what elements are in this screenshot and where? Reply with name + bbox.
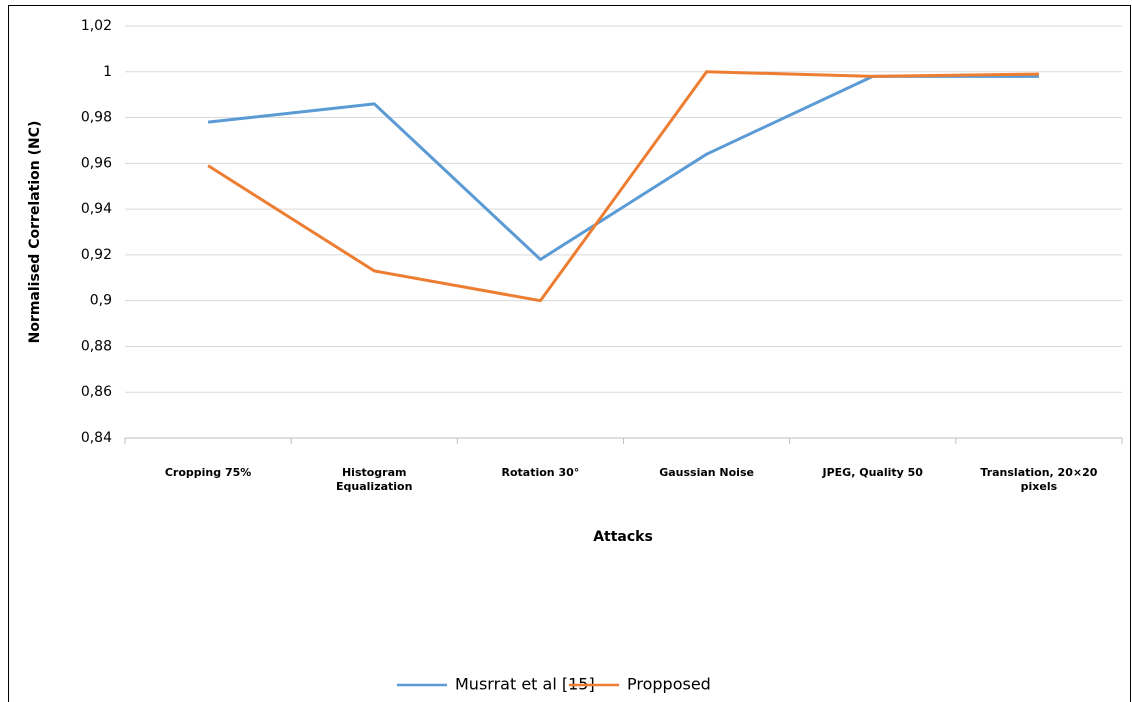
y-tick-label: 0,94 xyxy=(81,201,112,217)
y-tick-label: 0,98 xyxy=(81,110,112,126)
y-tick-label: 1,02 xyxy=(81,18,112,34)
chart-frame xyxy=(8,5,1131,702)
x-tick-label-box: Rotation 30° xyxy=(501,466,580,479)
x-tick-label-box: Histogram Equalization xyxy=(336,466,413,493)
x-tick-label: Translation, 20×20 pixels xyxy=(980,466,1098,493)
x-tick-label: Cropping 75% xyxy=(164,466,252,479)
legend-label: Propposed xyxy=(627,675,711,694)
x-tick-label-box: JPEG, Quality 50 xyxy=(822,466,923,479)
x-tick-label-box: Gaussian Noise xyxy=(659,466,754,479)
y-tick-label: 0,86 xyxy=(81,384,112,400)
x-tick-label: Histogram Equalization xyxy=(336,466,413,493)
x-tick-label: Rotation 30° xyxy=(501,466,580,479)
y-tick-label: 0,88 xyxy=(81,338,112,354)
legend-label: Musrrat et al [15] xyxy=(455,675,595,694)
x-tick-label: Gaussian Noise xyxy=(659,466,754,479)
x-tick-label-box: Translation, 20×20 pixels xyxy=(980,466,1098,493)
x-tick-label: JPEG, Quality 50 xyxy=(822,466,923,479)
y-tick-label: 0,9 xyxy=(90,293,112,309)
y-axis-title: Normalised Correlation (NC) xyxy=(27,121,43,344)
line-series xyxy=(207,70,1039,303)
y-tick-label: 0,96 xyxy=(81,155,112,171)
y-tick-label: 0,84 xyxy=(81,430,112,446)
y-tick-label: 0,92 xyxy=(81,247,112,263)
x-tick-label-box: Cropping 75% xyxy=(164,466,252,479)
y-tick-label: 1 xyxy=(103,64,112,80)
x-axis-title: Attacks xyxy=(593,529,653,545)
